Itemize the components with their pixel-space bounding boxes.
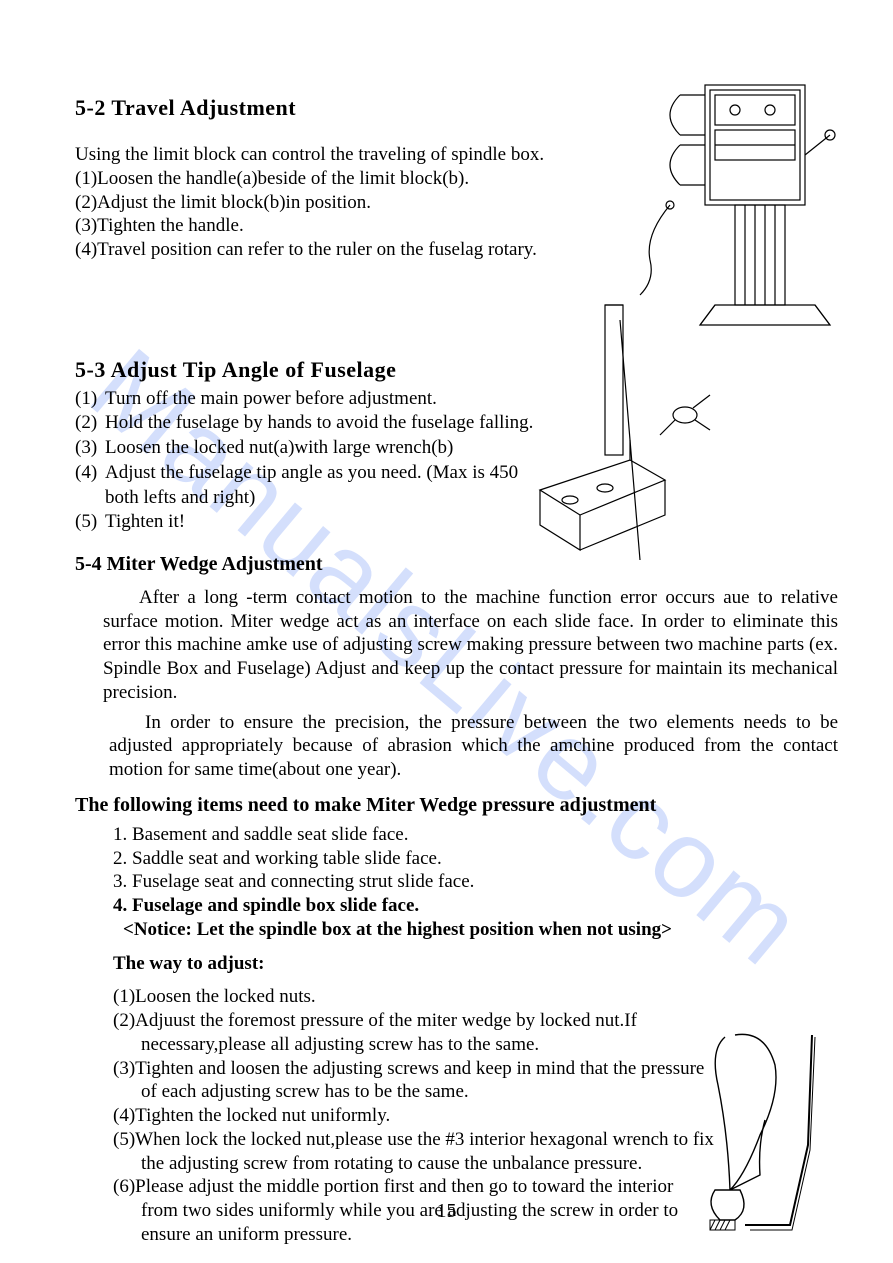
item-1: 1. Basement and saddle seat slide face. bbox=[113, 823, 838, 847]
section-5-4-title: 5-4 Miter Wedge Adjustment bbox=[75, 553, 838, 576]
step-text: Tighten it! bbox=[105, 510, 545, 535]
section-5-3-title: 5-3 Adjust Tip Angle of Fuselage bbox=[75, 357, 838, 383]
item-4: 4. Fuselage and spindle box slide face. bbox=[113, 894, 838, 918]
adjust-step-1: (1)Loosen the locked nuts. bbox=[113, 985, 723, 1009]
adjust-title: The way to adjust: bbox=[113, 952, 838, 976]
section-5-2-step-4: (4)Travel position can refer to the rule… bbox=[75, 238, 838, 262]
manual-page: ManualsLive.com bbox=[0, 0, 893, 1263]
adjust-step-3: (3)Tighten and loosen the adjusting scre… bbox=[113, 1057, 723, 1105]
step-num: (3) bbox=[75, 436, 105, 461]
step-num: (4) bbox=[75, 461, 105, 510]
section-5-4-para2: In order to ensure the precision, the pr… bbox=[109, 711, 838, 782]
items-list: 1. Basement and saddle seat slide face. … bbox=[113, 823, 838, 1247]
step-num: (2) bbox=[75, 411, 105, 436]
adjust-steps: (1)Loosen the locked nuts. (2)Adjuust th… bbox=[113, 985, 723, 1246]
items-title: The following items need to make Miter W… bbox=[75, 794, 838, 817]
step-text: Hold the fuselage by hands to avoid the … bbox=[105, 411, 545, 436]
page-content: 5-2 Travel Adjustment Using the limit bl… bbox=[75, 95, 838, 1247]
adjust-step-6: (6)Please adjust the middle portion firs… bbox=[113, 1175, 711, 1246]
adjust-step-2: (2)Adjuust the foremost pressure of the … bbox=[113, 1009, 723, 1057]
adjust-step-4: (4)Tighten the locked nut uniformly. bbox=[113, 1104, 723, 1128]
notice-line: <Notice: Let the spindle box at the high… bbox=[123, 918, 838, 942]
section-5-3-steps: (1)Turn off the main power before adjust… bbox=[75, 387, 545, 535]
step-text: Adjust the fuselage tip angle as you nee… bbox=[105, 461, 545, 510]
item-2: 2. Saddle seat and working table slide f… bbox=[113, 847, 838, 871]
section-5-4-para1: After a long -term contact motion to the… bbox=[103, 586, 838, 705]
section-5-2-step-1: (1)Loosen the handle(a)beside of the lim… bbox=[75, 167, 838, 191]
adjust-step-5: (5)When lock the locked nut,please use t… bbox=[113, 1128, 723, 1176]
section-5-2-step-2: (2)Adjust the limit block(b)in position. bbox=[75, 191, 838, 215]
step-text: Turn off the main power before adjustmen… bbox=[105, 387, 545, 412]
section-5-2-intro: Using the limit block can control the tr… bbox=[75, 143, 838, 167]
step-num: (5) bbox=[75, 510, 105, 535]
section-5-2-step-3: (3)Tighten the handle. bbox=[75, 214, 838, 238]
step-num: (1) bbox=[75, 387, 105, 412]
item-3: 3. Fuselage seat and connecting strut sl… bbox=[113, 870, 838, 894]
section-5-2-title: 5-2 Travel Adjustment bbox=[75, 95, 838, 121]
step-text: Loosen the locked nut(a)with large wrenc… bbox=[105, 436, 545, 461]
